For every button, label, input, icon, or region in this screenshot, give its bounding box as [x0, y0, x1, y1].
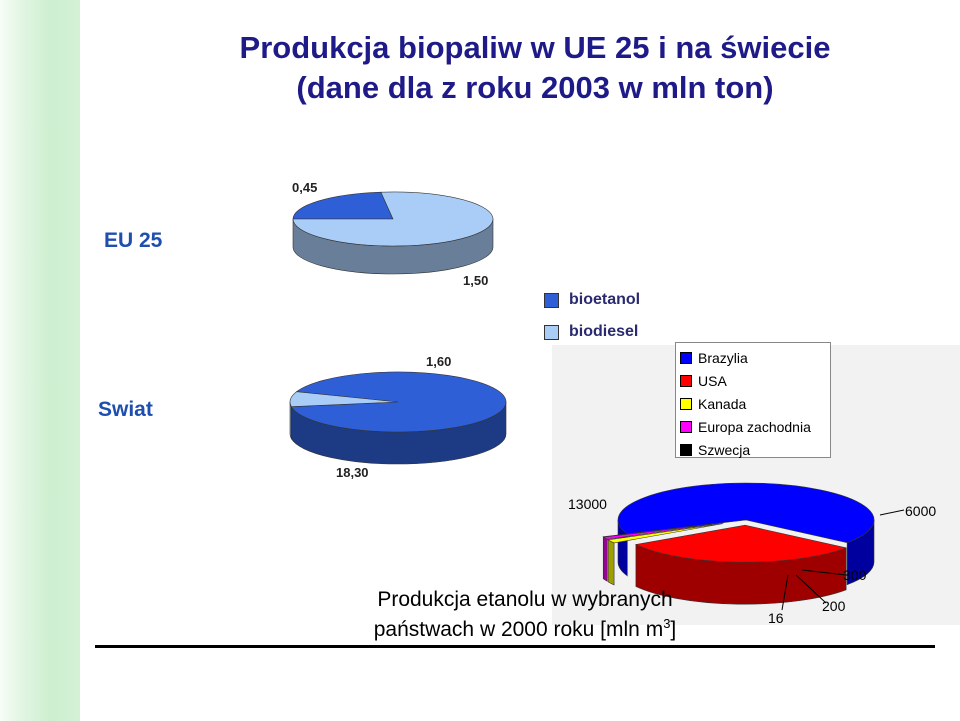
pie-eu25 [292, 191, 494, 275]
caption-line-2: państwach w 2000 roku [mln m3] [300, 612, 750, 642]
title-line-1: Produkcja biopaliw w UE 25 i na świecie [239, 30, 831, 65]
legend-label-biodiesel: biodiesel [569, 323, 639, 340]
caption-line-2-end: ] [670, 618, 677, 641]
ethanol-szwecja-value: 16 [768, 610, 784, 626]
world-slice-biodiesel [289, 391, 399, 407]
legend-label-brazylia: Brazylia [698, 349, 748, 366]
world-side-biodiesel [289, 401, 292, 440]
ethanol-kanada-value: 300 [843, 567, 867, 583]
caption-superscript: 3 [663, 616, 671, 631]
legend-label-kanada: Kanada [698, 395, 747, 412]
eu25-biodiesel-value: 1,50 [463, 273, 489, 288]
eu25-label: EU 25 [104, 229, 163, 252]
eu25-slice-biodiesel [292, 191, 494, 247]
legend-item-kanada: Kanada [680, 392, 830, 415]
ethanol-side-europa-zachodnia [603, 536, 608, 582]
eu25-slice-bioetanol [292, 191, 394, 220]
legend-label-europa-zachodnia: Europa zachodnia [698, 418, 811, 435]
legend-label-bioetanol: bioetanol [569, 291, 641, 308]
legend-swatch-szwecja [680, 443, 692, 456]
legend-item-brazylia: Brazylia [680, 346, 830, 369]
bottom-rule [95, 645, 935, 648]
ethanol-usa-value: 6000 [905, 503, 937, 519]
world-bioetanol-value: 18,30 [336, 465, 369, 480]
legend-swatch-usa [680, 374, 692, 387]
ethanol-chart-caption: Produkcja etanolu w wybranych państwach … [300, 588, 750, 642]
pie-ethanol [602, 482, 905, 611]
legend-item-bioetanol: bioetanol [544, 284, 640, 316]
side-decor-stripe [0, 0, 80, 721]
eu25-bioetanol-value: 0,45 [292, 180, 318, 195]
ethanol-europa-value: 200 [822, 598, 846, 614]
legend-swatch-europa-zachodnia [680, 420, 692, 433]
legend-item-biodiesel: biodiesel [544, 316, 640, 348]
ethanol-leader-line [795, 574, 827, 604]
slide-title: Produkcja biopaliw w UE 25 i na świecie … [140, 28, 930, 108]
ethanol-leader-line [879, 509, 905, 516]
biofuel-legend: bioetanol biodiesel [544, 284, 640, 348]
caption-line-2-text: państwach w 2000 roku [mln m [373, 618, 664, 641]
world-biodiesel-value: 1,60 [426, 354, 452, 369]
legend-swatch-bioetanol [544, 292, 559, 308]
world-label: Swiat [98, 398, 153, 421]
ethanol-slice-brazylia [617, 482, 875, 543]
ethanol-side-kanada [607, 539, 615, 586]
world-slice-bioetanol [290, 371, 507, 433]
ethanol-slice-kanada [607, 523, 724, 544]
ethanol-leader-line [801, 569, 847, 576]
ethanol-legend: Brazylia USA Kanada Europa zachodnia Szw… [675, 342, 831, 458]
ethanol-brazylia-value: 13000 [568, 496, 607, 512]
ethanol-leader-line [781, 574, 789, 611]
legend-item-europa-zachodnia: Europa zachodnia [680, 415, 830, 438]
title-line-2: (dane dla z roku 2003 w mln ton) [296, 70, 774, 105]
caption-line-1: Produkcja etanolu w wybranych [377, 588, 673, 611]
legend-item-szwecja: Szwecja [680, 438, 830, 461]
pie-world [289, 371, 507, 465]
legend-item-usa: USA [680, 369, 830, 392]
legend-swatch-brazylia [680, 351, 692, 364]
legend-label-szwecja: Szwecja [698, 441, 751, 458]
ethanol-slice-szwecja [602, 522, 722, 538]
legend-swatch-kanada [680, 397, 692, 410]
legend-swatch-biodiesel [544, 324, 559, 340]
ethanol-slice-usa [634, 524, 848, 563]
legend-label-usa: USA [698, 372, 727, 389]
